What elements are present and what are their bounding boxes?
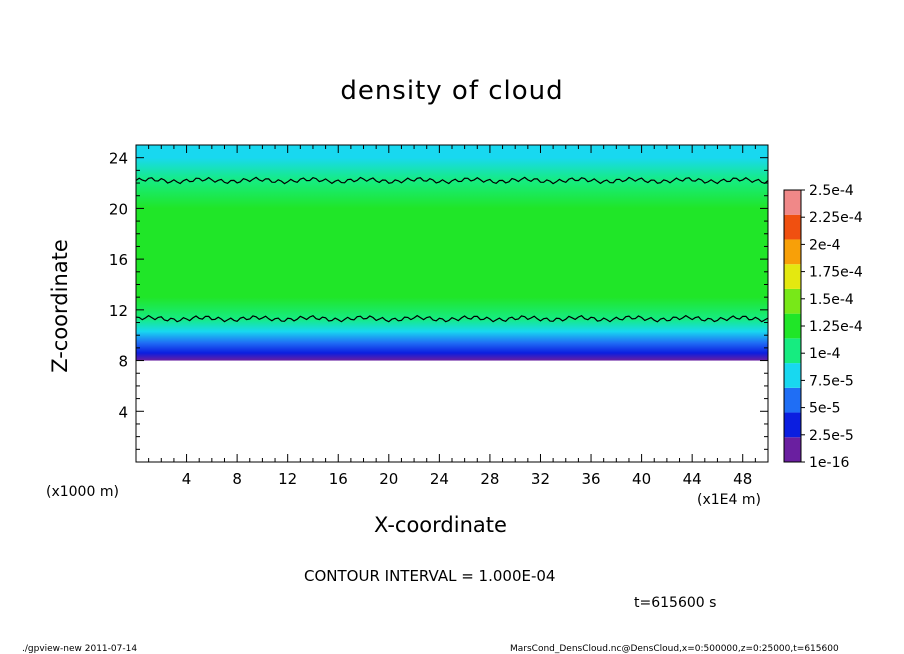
colorbar-swatch <box>784 214 801 240</box>
colorbar-swatch <box>784 313 801 339</box>
time-text: t=615600 s <box>634 595 717 611</box>
x-tick-label: 4 <box>182 470 192 488</box>
x-tick-label: 12 <box>278 470 297 488</box>
colorbar-swatch <box>784 412 801 438</box>
colorbar-label: 2.5e-4 <box>809 183 854 199</box>
colorbar: 1e-16 2.5e-5 5e-5 7.5e-5 1e-4 1.25e-4 1.5e-4 1.… <box>783 183 863 471</box>
y-tick-label: 12 <box>109 302 128 320</box>
colorbar-label: 2.5e-5 <box>809 428 854 444</box>
x-axis-label: X-coordinate <box>374 513 507 537</box>
x-tick-label: 28 <box>480 470 499 488</box>
colorbar-label: 1.75e-4 <box>809 265 863 281</box>
colorbar-label: 2.25e-4 <box>809 210 863 226</box>
colorbar-label: 2e-4 <box>809 237 841 253</box>
y-axis: 4 8 12 16 20 24 <box>109 150 768 450</box>
contour-line <box>135 314 769 323</box>
x-tick-label: 8 <box>232 470 242 488</box>
colorbar-swatch <box>784 338 801 364</box>
y-tick-label: 8 <box>118 353 128 371</box>
colorbar-swatch <box>784 190 801 215</box>
y-tick-label: 24 <box>109 150 128 168</box>
colorbar-swatch <box>784 264 801 289</box>
y-tick-label: 20 <box>109 200 128 218</box>
colorbar-label: 1.25e-4 <box>809 319 863 335</box>
chart-title: density of cloud <box>340 76 564 106</box>
colorbar-label: 1e-4 <box>809 346 841 362</box>
x-unit-label: (x1E4 m) <box>697 492 761 508</box>
footer-right: MarsCond_DensCloud.nc@DensCloud,x=0:5000… <box>510 644 839 654</box>
colorbar-label: 5e-5 <box>809 401 840 417</box>
colorbar-swatch <box>784 437 801 462</box>
x-tick-label: 48 <box>733 470 752 488</box>
colorbar-label: 1e-16 <box>809 455 849 471</box>
contour-lines <box>135 176 769 323</box>
contour-line <box>135 176 769 185</box>
colorbar-swatch <box>784 288 801 314</box>
x-tick-label: 40 <box>632 470 651 488</box>
x-tick-label: 24 <box>430 470 449 488</box>
colorbar-swatch <box>784 387 801 413</box>
colorbar-swatch <box>784 239 801 265</box>
colorbar-label: 7.5e-5 <box>809 373 854 389</box>
contour-interval-text: CONTOUR INTERVAL = 1.000E-04 <box>304 567 556 585</box>
footer-left: ./gpview-new 2011-07-14 <box>22 644 138 654</box>
density-field <box>136 145 768 361</box>
x-tick-label: 16 <box>329 470 348 488</box>
y-axis-label: Z-coordinate <box>48 239 72 373</box>
x-tick-label: 36 <box>581 470 600 488</box>
y-tick-label: 16 <box>109 251 128 269</box>
x-axis: 4 8 12 16 20 24 28 32 36 40 44 48 <box>148 145 756 488</box>
y-tick-label: 4 <box>118 403 128 421</box>
x-tick-label: 44 <box>683 470 702 488</box>
x-tick-label: 20 <box>379 470 398 488</box>
z-unit-label: (x1000 m) <box>46 484 119 500</box>
x-tick-label: 32 <box>531 470 550 488</box>
colorbar-swatch <box>784 363 801 388</box>
colorbar-label: 1.5e-4 <box>809 292 854 308</box>
